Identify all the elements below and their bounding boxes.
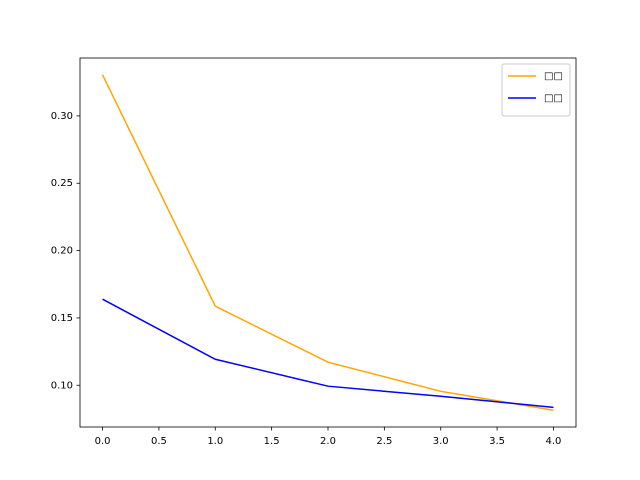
legend-box [501,63,571,117]
x-tick-label: 2.5 [376,436,392,447]
plot-frame [79,57,577,428]
line-series [101,74,554,412]
y-tick-label: 0.20 [51,246,73,257]
y-tick-label: 0.15 [51,313,73,324]
x-tick-label: 1.5 [264,436,280,447]
legend-label: □□ [544,93,563,104]
legend-label: □□ [544,71,563,82]
x-tick-label: 0.5 [151,436,167,447]
x-tick-label: 1.0 [207,436,223,447]
x-tick-label: 0.0 [95,436,111,447]
y-tick-label: 0.10 [51,380,73,391]
x-tick-label: 3.5 [489,436,505,447]
x-tick-label: 2.0 [320,436,336,447]
x-tick-label: 4.0 [546,436,562,447]
y-tick-label: 0.25 [51,178,73,189]
y-tick-label: 0.30 [51,111,73,122]
x-tick-label: 3.0 [433,436,449,447]
line-series [102,298,554,409]
